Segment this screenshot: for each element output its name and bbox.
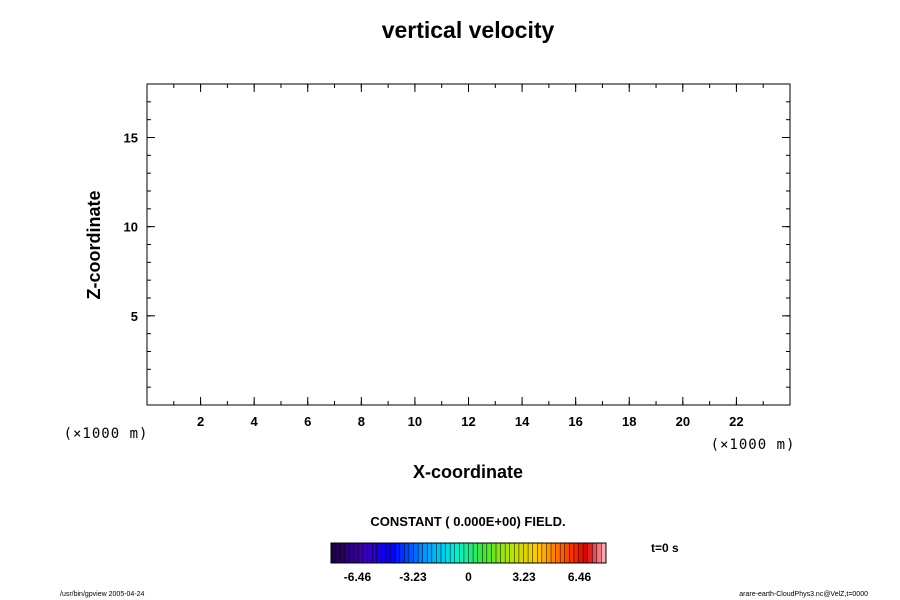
chart-title: vertical velocity <box>382 17 555 43</box>
x-tick-label: 12 <box>461 414 475 429</box>
colorbar-cell <box>564 543 570 563</box>
colorbar-cell <box>555 543 561 563</box>
colorbar-cell <box>376 543 382 563</box>
colorbar-cell <box>367 543 373 563</box>
x-axis-ticks: 2 4 6 8 10 12 14 16 18 20 22 <box>197 84 744 429</box>
x-tick-label: 8 <box>358 414 365 429</box>
plot-frame <box>146 83 791 406</box>
colorbar-cell <box>427 543 433 563</box>
colorbar-cell <box>496 543 501 563</box>
colorbar-cell <box>505 543 511 563</box>
colorbar-cell <box>404 543 410 563</box>
colorbar-cell <box>514 543 520 563</box>
x-tick-label: 18 <box>622 414 636 429</box>
colorbar-cell <box>573 543 579 563</box>
colorbar-cell <box>463 543 469 563</box>
colorbar-cell <box>431 543 437 563</box>
colorbar-cell <box>518 543 524 563</box>
colorbar-cell <box>546 543 552 563</box>
colorbar-cell <box>569 543 575 563</box>
colorbar-cell <box>541 543 547 563</box>
colorbar-cell <box>331 543 336 563</box>
x-tick-label: 4 <box>251 414 259 429</box>
colorbar-tick-label: 3.23 <box>512 570 536 584</box>
x-tick-label: 14 <box>515 414 530 429</box>
colorbar-cell <box>386 543 391 563</box>
time-label: t=0 s <box>651 541 679 555</box>
colorbar-cell <box>441 543 446 563</box>
colorbar-tick-label: -6.46 <box>344 570 372 584</box>
colorbar-cell <box>340 543 346 563</box>
colorbar-cell <box>335 543 341 563</box>
x-axis-label: X-coordinate <box>413 462 523 482</box>
colorbar-tick-label: -3.23 <box>399 570 427 584</box>
y-axis-label: Z-coordinate <box>84 190 104 299</box>
x-tick-label: 10 <box>408 414 422 429</box>
colorbar-cell <box>477 543 483 563</box>
colorbar-cell <box>372 543 378 563</box>
colorbar-cell <box>349 543 355 563</box>
colorbar-tick-label: 0 <box>465 570 472 584</box>
x-tick-label: 6 <box>304 414 311 429</box>
colorbar-cell <box>390 543 396 563</box>
y-tick-label: 15 <box>124 131 138 146</box>
colorbar-cell <box>422 543 428 563</box>
colorbar-cell <box>399 543 405 563</box>
colorbar-cell <box>363 543 368 563</box>
plot-area: 2 4 6 8 10 12 14 16 18 20 22 5 10 15 <box>124 83 791 429</box>
colorbar-cell <box>560 543 566 563</box>
colorbar-cell <box>528 543 533 563</box>
colorbar-cell <box>500 543 506 563</box>
colorbar-frame <box>330 542 607 564</box>
colorbar-cell <box>450 543 456 563</box>
colorbar-cell <box>482 543 488 563</box>
colorbar-cell <box>537 543 543 563</box>
colorbar-cell <box>445 543 451 563</box>
y-minor-ticks <box>147 101 790 388</box>
x-tick-label: 22 <box>729 414 743 429</box>
y-unit-label: (×1000 m) <box>64 426 149 442</box>
colorbar-cell <box>395 543 401 563</box>
footer-left: /usr/bin/gpview 2005-04-24 <box>60 591 145 598</box>
colorbar-cell <box>551 543 556 563</box>
colorbar-cell <box>491 543 497 563</box>
colorbar-cell <box>532 543 538 563</box>
colorbar-cell <box>358 543 364 563</box>
colorbar-cell <box>408 543 414 563</box>
colorbar-cell <box>583 543 588 563</box>
colorbar-cell <box>381 543 387 563</box>
colorbar-cell <box>413 543 419 563</box>
colorbar-cell <box>454 543 460 563</box>
x-unit-label: (×1000 m) <box>711 437 796 453</box>
colorbar-cell <box>473 543 478 563</box>
colorbar-cell <box>523 543 529 563</box>
colorbar-cell <box>596 543 602 563</box>
colorbar-cell <box>486 543 492 563</box>
colorbar-cell <box>592 543 598 563</box>
x-minor-ticks <box>173 84 764 405</box>
colorbar-tick-label: 6.46 <box>568 570 592 584</box>
colorbar-cell <box>344 543 350 563</box>
colorbar-cell <box>578 543 584 563</box>
constant-field-note: CONSTANT ( 0.000E+00) FIELD. <box>370 514 565 529</box>
colorbar-cell <box>353 543 359 563</box>
colorbar-cell <box>468 543 474 563</box>
x-tick-label: 20 <box>676 414 690 429</box>
footer-right: arare-earth-CloudPhys3.nc@VelZ,t=0000 <box>739 591 868 598</box>
colorbar-cell <box>509 543 515 563</box>
colorbar-cell <box>459 543 465 563</box>
colorbar-cell <box>601 543 607 563</box>
colorbar-cell <box>436 543 442 563</box>
colorbar-cell <box>587 543 593 563</box>
y-tick-label: 10 <box>124 220 138 235</box>
y-tick-label: 5 <box>131 309 138 324</box>
colorbar-cell <box>418 543 423 563</box>
x-tick-label: 16 <box>568 414 582 429</box>
y-axis-ticks: 5 10 15 <box>124 131 790 324</box>
colorbar: -6.46 -3.23 0 3.23 6.46 <box>330 542 607 584</box>
x-tick-label: 2 <box>197 414 204 429</box>
